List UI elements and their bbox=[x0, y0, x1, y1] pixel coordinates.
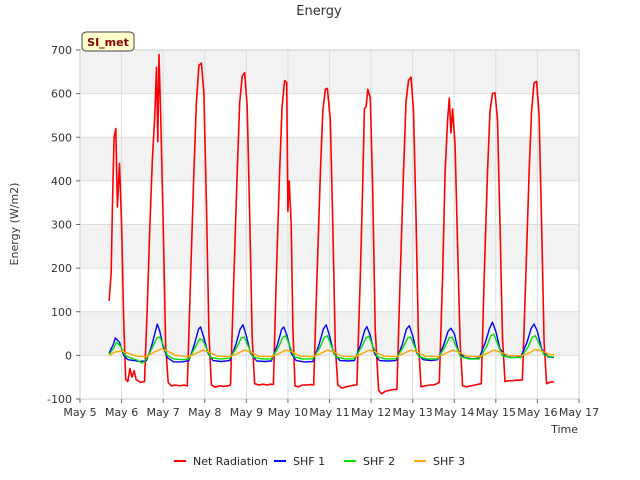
y-tick-label: 200 bbox=[51, 262, 72, 275]
y-tick-label: 600 bbox=[51, 88, 72, 101]
x-tick-label: May 15 bbox=[476, 406, 516, 419]
y-tick-label: 300 bbox=[51, 219, 72, 232]
x-tick-label: May 14 bbox=[434, 406, 474, 419]
site-badge: SI_met bbox=[81, 31, 135, 52]
site-badge-box bbox=[81, 31, 135, 52]
series-line-net-radiation bbox=[108, 53, 555, 395]
x-tick-label: May 17 bbox=[559, 406, 599, 419]
x-tick-label: May 9 bbox=[230, 406, 263, 419]
legend: Net Radiation SHF 1 SHF 2 SHF 3 bbox=[174, 455, 465, 468]
x-tick-label: May 5 bbox=[63, 406, 96, 419]
series-line-shf-3 bbox=[108, 348, 555, 358]
y-tick-label: 0 bbox=[65, 349, 72, 362]
data-series bbox=[108, 53, 555, 395]
x-tick-label: May 6 bbox=[105, 406, 138, 419]
legend-label-net-radiation: Net Radiation bbox=[193, 455, 268, 468]
x-axis-label: Time bbox=[550, 423, 578, 436]
x-tick-label: May 13 bbox=[393, 406, 433, 419]
series-line-shf-2 bbox=[108, 333, 555, 364]
y-axis-label: Energy (W/m2) bbox=[8, 183, 21, 266]
legend-label-shf-3: SHF 3 bbox=[433, 455, 465, 468]
y-axis-ticks: -100 0 100 200 300 400 500 600 700 bbox=[47, 44, 80, 406]
y-tick-label: 500 bbox=[51, 131, 72, 144]
x-tick-label: May 7 bbox=[147, 406, 180, 419]
x-tick-label: May 16 bbox=[517, 406, 557, 419]
legend-label-shf-2: SHF 2 bbox=[363, 455, 395, 468]
y-tick-label: 100 bbox=[51, 306, 72, 319]
y-tick-label: 700 bbox=[51, 44, 72, 57]
site-badge-label: SI_met bbox=[87, 36, 129, 49]
series-line-shf-1 bbox=[108, 321, 555, 363]
y-tick-label: -100 bbox=[47, 393, 72, 406]
x-tick-label: May 12 bbox=[351, 406, 391, 419]
x-tick-label: May 11 bbox=[309, 406, 349, 419]
y-tick-label: 400 bbox=[51, 175, 72, 188]
x-tick-label: May 8 bbox=[188, 406, 221, 419]
chart-title: Energy bbox=[296, 4, 342, 19]
legend-label-shf-1: SHF 1 bbox=[293, 455, 325, 468]
x-tick-label: May 10 bbox=[268, 406, 308, 419]
x-axis-ticks: May 5 May 6 May 7 May 8 May 9 May 10 May 11 May… bbox=[63, 399, 599, 419]
